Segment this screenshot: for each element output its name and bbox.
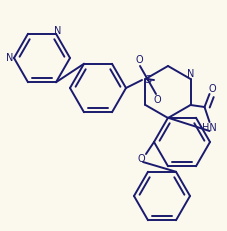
Text: O: O <box>209 84 216 94</box>
Text: S: S <box>144 75 152 85</box>
Text: N: N <box>6 53 14 63</box>
Text: N: N <box>54 26 62 36</box>
Text: N: N <box>187 69 194 79</box>
Text: HN: HN <box>202 123 217 133</box>
Text: O: O <box>137 154 145 164</box>
Text: O: O <box>153 95 161 105</box>
Text: O: O <box>135 55 143 65</box>
